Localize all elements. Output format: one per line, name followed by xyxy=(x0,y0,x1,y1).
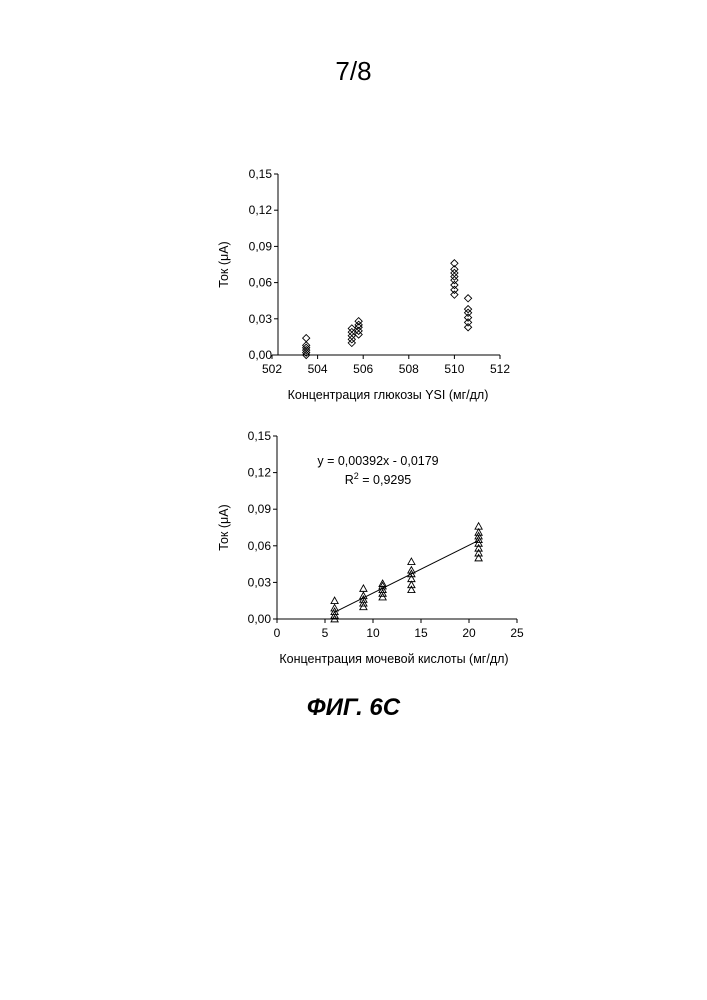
r-squared-label: R2 = 0,9295 xyxy=(345,471,412,487)
data-point xyxy=(303,342,310,349)
data-point xyxy=(408,558,415,564)
data-point xyxy=(464,319,471,326)
x-tick-label: 510 xyxy=(444,362,464,376)
y-tick-label: 0,06 xyxy=(249,276,273,290)
data-series xyxy=(303,260,472,359)
x-tick-label: 506 xyxy=(353,362,373,376)
data-point xyxy=(475,554,482,560)
data-point xyxy=(331,597,338,603)
uric-acid-scatter-chart: 0,00 0,03 0,06 0,09 0,12 0,15 0 5 10 15 20 25Концен… xyxy=(0,420,707,680)
data-point xyxy=(360,585,367,591)
y-axis-title: Ток (μA) xyxy=(217,241,231,287)
x-tick-label: 0 xyxy=(274,626,281,640)
y-tick-label: 0,09 xyxy=(249,239,273,253)
regression-equation: y = 0,00392x - 0,0179 xyxy=(317,454,438,468)
data-series xyxy=(331,523,482,622)
data-point xyxy=(464,314,471,321)
y-tick-label: 0,09 xyxy=(248,502,272,516)
y-tick-label: 0,12 xyxy=(248,466,272,480)
x-tick-label: 508 xyxy=(399,362,419,376)
y-tick-label: 0,12 xyxy=(249,203,273,217)
data-point xyxy=(451,286,458,293)
data-point xyxy=(451,281,458,288)
x-tick-label: 15 xyxy=(414,626,428,640)
y-axis-title: Ток (μA) xyxy=(217,504,231,550)
data-point xyxy=(408,586,415,592)
figure-caption: ФИГ. 6C xyxy=(0,694,707,722)
glucose-scatter-chart: 0,00 0,03 0,06 0,09 0,12 0,15 502 504 506 508 510 5… xyxy=(0,160,707,420)
page-number: 7/8 xyxy=(0,56,707,87)
x-tick-label: 504 xyxy=(308,362,328,376)
data-point xyxy=(303,344,310,351)
y-tick-label: 0,06 xyxy=(248,539,272,553)
y-tick-label: 0,00 xyxy=(249,348,273,362)
y-tick-label: 0,00 xyxy=(248,612,272,626)
y-tick-label: 0,03 xyxy=(248,575,272,589)
data-point xyxy=(464,295,471,302)
trendline xyxy=(335,540,479,612)
x-tick-label: 5 xyxy=(322,626,329,640)
x-tick-label: 10 xyxy=(366,626,380,640)
x-tick-label: 20 xyxy=(462,626,476,640)
y-tick-label: 0,15 xyxy=(249,167,273,181)
data-point xyxy=(464,324,471,331)
data-point xyxy=(451,291,458,298)
data-point xyxy=(303,335,310,342)
x-tick-label: 502 xyxy=(262,362,282,376)
x-axis-title: Концентрация мочевой кислоты (мг/дл) xyxy=(279,652,508,666)
x-axis-title: Концентрация глюкозы YSI (мг/дл) xyxy=(288,388,489,402)
data-point xyxy=(303,347,310,354)
x-tick-label: 25 xyxy=(510,626,524,640)
x-tick-label: 512 xyxy=(490,362,510,376)
y-tick-label: 0,03 xyxy=(249,312,273,326)
y-tick-label: 0,15 xyxy=(248,429,272,443)
